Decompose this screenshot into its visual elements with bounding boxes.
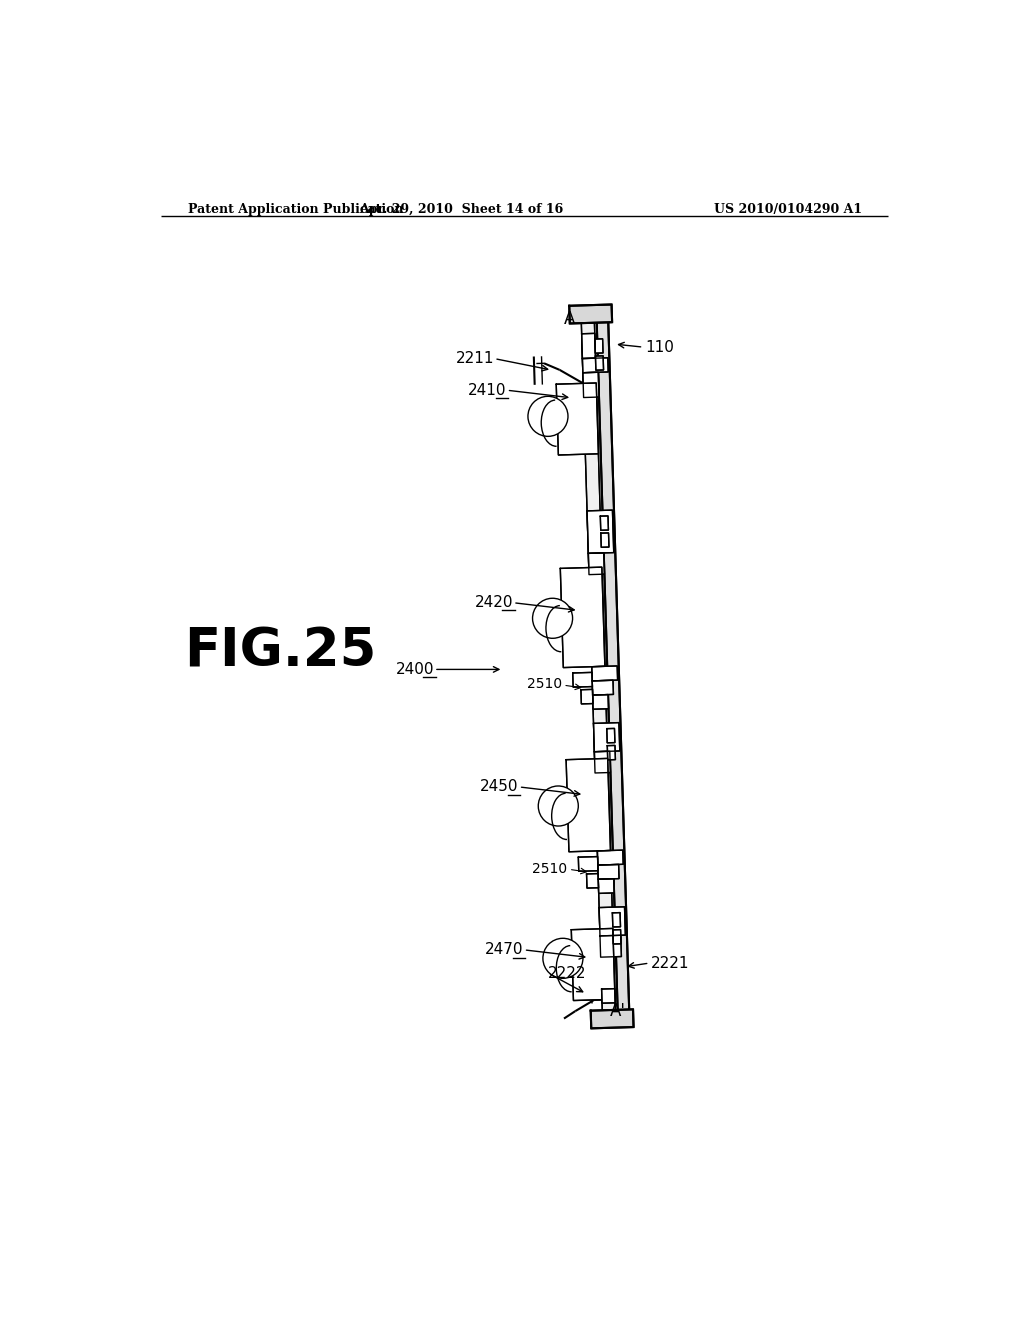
Polygon shape [594,722,620,751]
Text: 2420: 2420 [474,595,513,610]
Text: 110: 110 [645,341,674,355]
Polygon shape [587,874,598,888]
Polygon shape [595,356,603,370]
Polygon shape [583,358,608,372]
Polygon shape [601,533,609,548]
Polygon shape [613,929,621,944]
Polygon shape [593,694,608,709]
Text: 2222: 2222 [548,965,587,981]
Polygon shape [600,936,622,957]
Polygon shape [612,912,621,927]
Text: 2470: 2470 [485,942,523,957]
Polygon shape [597,850,624,865]
Polygon shape [587,510,613,553]
Polygon shape [581,689,593,704]
Text: FIG.25: FIG.25 [184,626,377,677]
Polygon shape [579,857,598,871]
Text: Patent Application Publication: Patent Application Publication [188,203,403,216]
Polygon shape [594,751,610,774]
Text: 2450: 2450 [480,779,519,795]
Text: 2211: 2211 [456,351,495,366]
Polygon shape [589,553,604,574]
Polygon shape [598,879,614,894]
Polygon shape [602,989,615,1003]
Polygon shape [600,516,608,531]
Polygon shape [598,865,620,879]
Polygon shape [582,334,596,359]
Ellipse shape [532,598,572,639]
Text: 2410: 2410 [468,383,507,397]
Polygon shape [596,312,630,1020]
Polygon shape [583,372,599,397]
Ellipse shape [528,396,568,437]
Text: 2510: 2510 [532,862,567,875]
Polygon shape [569,305,612,323]
Polygon shape [599,907,626,936]
Polygon shape [595,339,603,354]
Ellipse shape [539,785,579,826]
Polygon shape [581,312,615,1020]
Polygon shape [572,672,593,688]
Polygon shape [556,383,598,455]
Polygon shape [560,568,605,668]
Text: A': A' [610,1002,627,1020]
Polygon shape [607,746,615,760]
Polygon shape [571,928,615,1001]
Polygon shape [592,680,613,696]
Ellipse shape [543,939,583,978]
Polygon shape [591,1010,634,1028]
Text: 2221: 2221 [651,956,689,970]
Polygon shape [592,667,617,681]
Text: 2510: 2510 [526,677,561,692]
Text: A: A [563,310,574,329]
Text: 2400: 2400 [395,661,434,677]
Text: Apr. 29, 2010  Sheet 14 of 16: Apr. 29, 2010 Sheet 14 of 16 [359,203,564,216]
Polygon shape [566,759,610,851]
Polygon shape [607,729,614,743]
Text: US 2010/0104290 A1: US 2010/0104290 A1 [714,203,862,216]
